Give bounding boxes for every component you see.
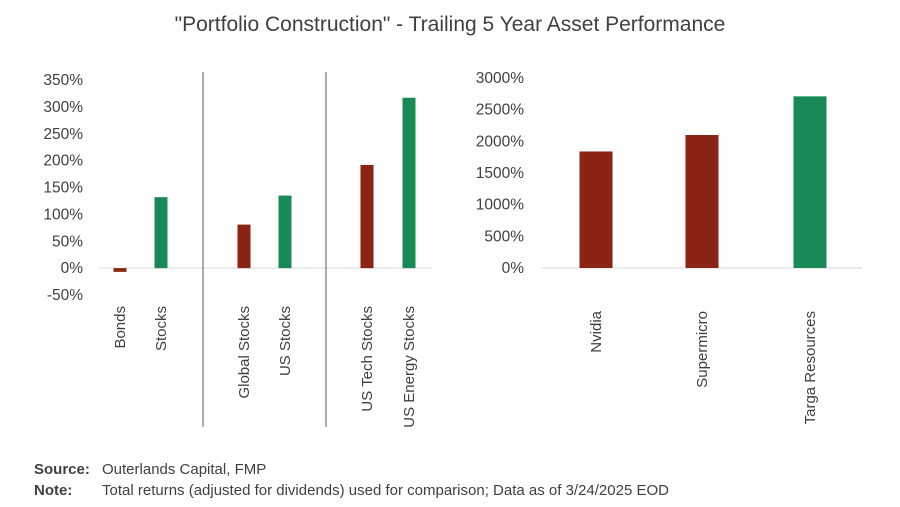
x-category-label: Stocks — [153, 306, 170, 351]
footer-note: Note: Total returns (adjusted for dividen… — [34, 482, 669, 499]
bar-us-energy-stocks — [402, 97, 416, 269]
chart-title: "Portfolio Construction" - Trailing 5 Ye… — [175, 13, 726, 36]
x-category-label: Bonds — [112, 306, 129, 349]
bar-stocks — [154, 197, 168, 269]
bar-us-stocks — [278, 195, 292, 269]
source-text: Outerlands Capital, FMP — [102, 461, 267, 478]
bar-us-tech-stocks — [360, 164, 374, 269]
y-tick-label: 2500% — [476, 102, 524, 119]
y-tick-label: 1000% — [476, 197, 524, 214]
y-tick-label: 350% — [43, 72, 83, 89]
y-tick-label: 3000% — [476, 70, 524, 87]
right-chart: 3000% 2500% 2000% 1500% 1000% 500% 0% Nvidia Sup… — [476, 70, 862, 424]
left-chart: 350% 300% 250% 200% 150% 100% 50% 0% -50% Bonds St… — [43, 72, 432, 428]
x-category-label: Nvidia — [588, 310, 605, 352]
y-tick-label: 300% — [43, 99, 83, 116]
y-tick-label: 250% — [43, 126, 83, 143]
x-category-label: Global Stocks — [236, 306, 253, 399]
x-category-label: Targa Resources — [802, 311, 819, 424]
note-text: Total returns (adjusted for dividends) u… — [102, 482, 669, 499]
x-category-label: US Tech Stocks — [359, 306, 376, 412]
y-tick-label: 0% — [61, 260, 84, 277]
y-tick-label: 2000% — [476, 133, 524, 150]
note-label: Note: — [34, 482, 73, 499]
source-label: Source: — [34, 461, 90, 478]
x-category-label: US Energy Stocks — [401, 306, 418, 428]
y-tick-label: 200% — [43, 153, 83, 170]
y-tick-label: 100% — [43, 206, 83, 223]
y-tick-label: -50% — [47, 287, 83, 304]
bar-global-stocks — [237, 224, 251, 269]
y-tick-label: 500% — [484, 228, 524, 245]
x-category-label: Supermicro — [694, 311, 711, 388]
y-tick-label: 50% — [52, 233, 83, 250]
footer-source: Source: Outerlands Capital, FMP — [34, 461, 266, 478]
y-tick-label: 1500% — [476, 165, 524, 182]
bar-targa-resources — [793, 96, 827, 268]
y-tick-label: 150% — [43, 180, 83, 197]
bar-supermicro — [685, 135, 719, 268]
bar-bonds — [113, 268, 127, 272]
bar-nvidia — [579, 151, 613, 268]
x-category-label: US Stocks — [277, 306, 294, 376]
y-tick-label: 0% — [502, 260, 525, 277]
